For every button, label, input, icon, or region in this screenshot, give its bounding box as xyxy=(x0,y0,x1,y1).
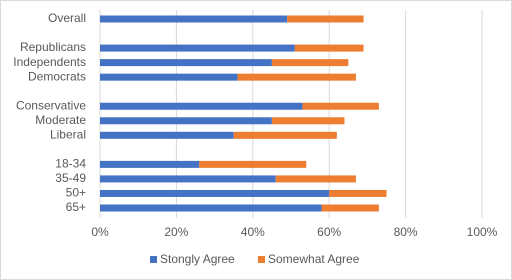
bar-segment xyxy=(321,204,379,212)
legend-label: Stongly Agree xyxy=(160,252,235,266)
legend-swatch xyxy=(258,256,265,263)
bar-segment xyxy=(271,59,349,67)
bar-segment xyxy=(275,175,356,183)
bar-segment xyxy=(100,131,234,139)
y-tick-label: 18-34 xyxy=(55,157,86,171)
bar-segment xyxy=(233,131,337,139)
bar-segment xyxy=(302,102,379,110)
bar-segment xyxy=(100,15,288,23)
x-tick-label: 0% xyxy=(91,225,109,239)
y-tick-label: 50+ xyxy=(66,186,86,200)
y-tick-label: Moderate xyxy=(35,113,86,127)
bar-segment xyxy=(100,59,272,67)
bar-segment xyxy=(199,160,307,168)
bar-segment xyxy=(287,15,364,23)
x-tick-label: 40% xyxy=(241,225,265,239)
y-tick-label: Democrats xyxy=(28,69,86,83)
y-tick-label: 65+ xyxy=(66,200,86,214)
bar-segment xyxy=(100,204,322,212)
bar-segment xyxy=(100,73,238,81)
bar-segment xyxy=(329,189,387,197)
y-tick-label: Liberal xyxy=(50,127,86,141)
bar-segment xyxy=(271,117,345,125)
bar-segment xyxy=(100,44,295,52)
legend-label: Somewhat Agree xyxy=(268,252,360,266)
x-tick-label: 60% xyxy=(317,225,341,239)
bar-segment xyxy=(100,189,330,197)
x-tick-label: 80% xyxy=(394,225,418,239)
x-tick-label: 100% xyxy=(467,225,498,239)
y-tick-label: Conservative xyxy=(16,98,86,112)
y-tick-label: Independents xyxy=(13,55,86,69)
bar-segment xyxy=(294,44,364,52)
bar-segment xyxy=(100,117,272,125)
y-tick-label: Republicans xyxy=(20,40,86,54)
bar-segment xyxy=(100,160,200,168)
x-tick-label: 20% xyxy=(164,225,188,239)
bar-segment xyxy=(100,102,303,110)
bar-segment xyxy=(237,73,356,81)
y-tick-label: Overall xyxy=(48,11,86,25)
legend-swatch xyxy=(150,256,157,263)
bar-segment xyxy=(100,175,276,183)
y-tick-label: 35-49 xyxy=(55,171,86,185)
